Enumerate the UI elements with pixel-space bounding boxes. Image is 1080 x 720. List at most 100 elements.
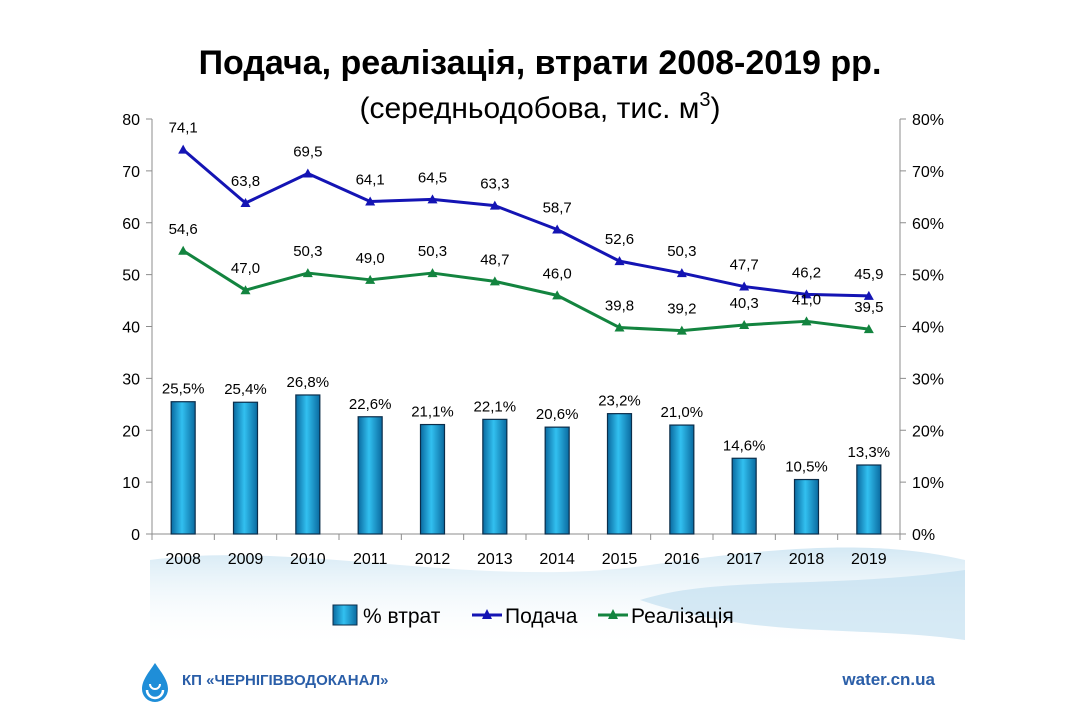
- y-left-tick-label: 60: [122, 216, 140, 233]
- bars-series: [170, 394, 882, 535]
- bar-percent-losses: [544, 426, 570, 535]
- data-label-podacha: 64,1: [356, 171, 385, 188]
- point-podacha: [489, 200, 500, 210]
- point-podacha: [739, 281, 750, 291]
- x-tick-label: 2018: [789, 551, 825, 568]
- legend-swatch-bar: [332, 604, 358, 626]
- axes: 0 10 20 30 40 50 60 70 80 0% 10% 20% 30% 40% 50% 60% 70%…: [122, 112, 944, 568]
- point-realizatsiia: [863, 324, 874, 334]
- point-podacha: [178, 144, 189, 154]
- data-label-realizatsiia: 46,0: [543, 265, 572, 282]
- data-label-podacha: 46,2: [792, 264, 821, 281]
- bar-data-label: 20,6%: [536, 406, 579, 423]
- bar-percent-losses: [482, 418, 508, 535]
- line-series: [178, 144, 874, 335]
- data-labels: 25,5% 25,4% 26,8% 22,6% 21,1% 22,1% 20,6% 23,2%…: [162, 120, 890, 476]
- bar-data-label: 25,5%: [162, 381, 205, 398]
- point-realizatsiia: [178, 245, 189, 255]
- x-tick-label: 2013: [477, 551, 513, 568]
- y-right-tick-label: 0%: [912, 527, 935, 544]
- data-label-realizatsiia: 39,8: [605, 298, 634, 315]
- point-realizatsiia: [427, 268, 438, 278]
- footer-org-name: КП «ЧЕРНІГІВВОДОКАНАЛ»: [182, 672, 388, 689]
- bar-percent-losses: [856, 464, 882, 535]
- data-label-realizatsiia: 50,3: [293, 243, 322, 260]
- chart-subtitle: (середньодобова, тис. м3): [359, 89, 720, 125]
- footer-website: water.cn.ua: [841, 670, 935, 689]
- legend-label-realizatsiia: Реалізація: [631, 605, 734, 628]
- bar-percent-losses: [170, 401, 196, 535]
- legend-label-bar: % втрат: [363, 605, 441, 628]
- data-label-realizatsiia: 50,3: [418, 243, 447, 260]
- x-tick-label: 2012: [415, 551, 451, 568]
- data-label-realizatsiia: 54,6: [169, 221, 198, 238]
- point-podacha: [552, 224, 563, 234]
- data-label-realizatsiia: 49,0: [356, 250, 385, 267]
- data-label-realizatsiia: 40,3: [730, 295, 759, 312]
- bar-data-label: 25,4%: [224, 381, 267, 398]
- point-realizatsiia: [552, 290, 563, 300]
- data-label-podacha: 63,8: [231, 173, 260, 190]
- y-left-tick-label: 40: [122, 320, 140, 337]
- legend-label-podacha: Подача: [505, 605, 578, 628]
- point-podacha: [302, 168, 313, 178]
- point-realizatsiia: [614, 322, 625, 332]
- y-left-tick-label: 30: [122, 371, 140, 388]
- y-right-tick-label: 10%: [912, 475, 944, 492]
- bar-data-label: 10,5%: [785, 459, 828, 476]
- x-tick-label: 2017: [726, 551, 762, 568]
- data-label-podacha: 50,3: [667, 243, 696, 260]
- bar-percent-losses: [295, 394, 321, 535]
- data-label-podacha: 63,3: [480, 176, 509, 193]
- point-realizatsiia: [489, 276, 500, 286]
- x-tick-label: 2019: [851, 551, 887, 568]
- legend-marker-realizatsiia: [608, 609, 618, 619]
- chart-title: Подача, реалізація, втрати 2008-2019 рр.: [199, 44, 882, 82]
- point-realizatsiia: [739, 319, 750, 329]
- bar-percent-losses: [669, 424, 695, 535]
- x-tick-label: 2011: [353, 551, 388, 568]
- bar-percent-losses: [232, 401, 259, 535]
- y-right-tick-label: 70%: [912, 164, 944, 181]
- point-realizatsiia: [801, 316, 812, 326]
- point-podacha: [676, 268, 687, 278]
- point-podacha: [365, 196, 376, 206]
- y-right-tick-label: 20%: [912, 423, 944, 440]
- y-left-tick-label: 10: [122, 475, 140, 492]
- water-drop-logo-icon: [142, 663, 168, 702]
- bar-percent-losses: [793, 478, 820, 535]
- line-podacha: [182, 148, 869, 298]
- legend-marker-podacha: [482, 609, 492, 619]
- bar-data-label: 14,6%: [723, 437, 766, 454]
- point-podacha: [801, 289, 812, 299]
- bar-percent-losses: [731, 457, 757, 535]
- data-label-podacha: 64,5: [418, 169, 447, 186]
- y-right-tick-label: 60%: [912, 216, 944, 233]
- line-realizatsiia: [182, 249, 870, 333]
- data-label-podacha: 58,7: [543, 199, 572, 216]
- point-podacha: [863, 290, 874, 300]
- bar-data-label: 21,1%: [411, 404, 454, 421]
- legend: % втрат Подача Реалізація: [332, 604, 734, 628]
- data-label-podacha: 69,5: [293, 143, 322, 160]
- bar-percent-losses: [357, 416, 383, 535]
- x-tick-label: 2016: [664, 551, 700, 568]
- y-left-tick-label: 70: [122, 164, 140, 181]
- y-right-tick-label: 40%: [912, 320, 944, 337]
- data-label-realizatsiia: 39,2: [667, 301, 696, 318]
- point-podacha: [427, 194, 438, 204]
- x-tick-label: 2009: [228, 551, 264, 568]
- point-realizatsiia: [240, 285, 251, 295]
- x-tick-label: 2014: [539, 551, 575, 568]
- bar-data-label: 23,2%: [598, 393, 641, 410]
- y-left-tick-label: 20: [122, 423, 140, 440]
- bar-data-label: 22,1%: [474, 398, 517, 415]
- point-realizatsiia: [365, 274, 376, 284]
- point-realizatsiia: [676, 325, 687, 335]
- point-podacha: [240, 198, 251, 208]
- data-label-realizatsiia: 48,7: [480, 251, 509, 268]
- footer: КП «ЧЕРНІГІВВОДОКАНАЛ» water.cn.ua: [142, 663, 936, 702]
- x-tick-label: 2010: [290, 551, 326, 568]
- x-tick-label: 2008: [165, 551, 201, 568]
